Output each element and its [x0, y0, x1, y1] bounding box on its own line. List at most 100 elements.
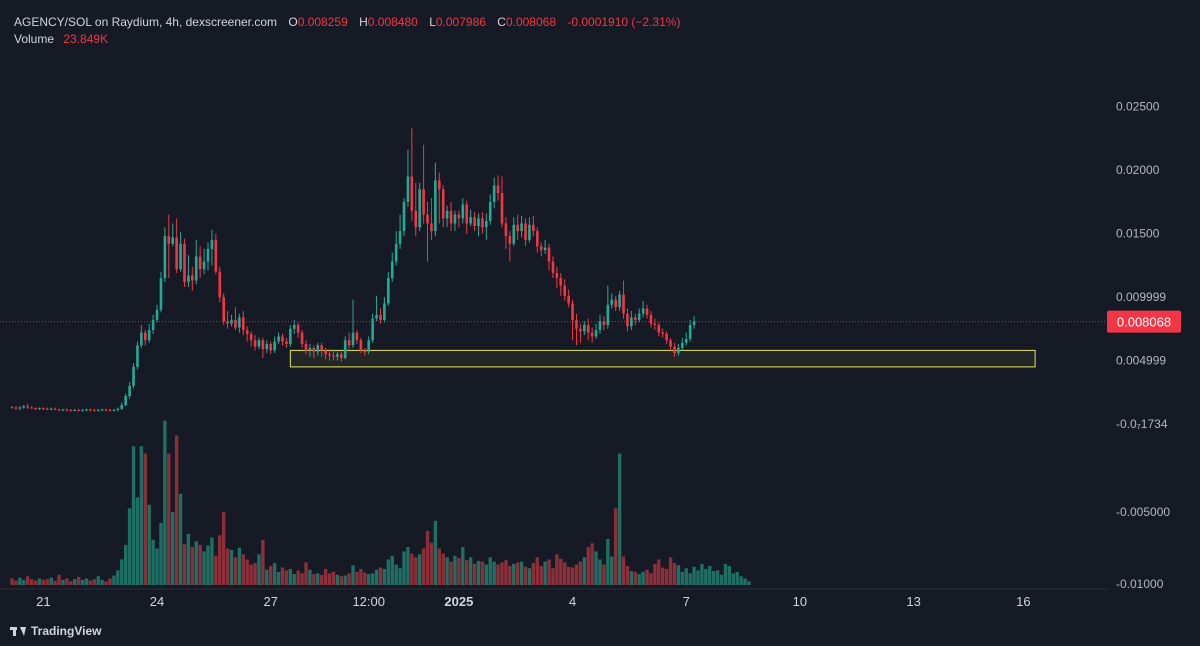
- volume-bar: [45, 579, 49, 585]
- candle-body: [657, 325, 661, 333]
- volume-bar: [331, 571, 336, 585]
- last-price-badge: [1107, 310, 1181, 333]
- volume-value: 23.849K: [63, 32, 109, 46]
- volume-bar: [186, 533, 191, 585]
- volume-bar: [135, 497, 140, 585]
- candle-body: [598, 321, 602, 331]
- candle-body: [626, 313, 629, 327]
- candle-body: [610, 299, 614, 305]
- candle-body: [324, 350, 327, 355]
- candle-body: [14, 407, 18, 409]
- volume-bar: [88, 580, 93, 585]
- volume-bar: [672, 563, 677, 585]
- candle-body: [422, 189, 425, 215]
- candle-body: [543, 247, 547, 251]
- candle-body: [586, 325, 590, 333]
- candle-body: [387, 278, 390, 304]
- candle-body: [273, 341, 276, 351]
- volume-bar: [218, 535, 222, 585]
- candle-body: [26, 406, 29, 408]
- volume-bar: [339, 576, 343, 585]
- logo-text: TradingView: [31, 624, 102, 638]
- volume-bar: [343, 575, 347, 585]
- volume-bar: [488, 557, 492, 585]
- tradingview-logo[interactable]: TradingView: [10, 624, 101, 638]
- candle-body: [633, 317, 637, 320]
- volume-bar: [272, 563, 277, 585]
- volume-bar: [312, 574, 316, 585]
- volume-bar: [512, 563, 516, 585]
- volume-bar: [304, 562, 308, 585]
- volume-bar: [167, 453, 171, 585]
- volume-bar: [465, 560, 469, 585]
- volume-bar: [155, 548, 159, 585]
- candle-body: [108, 410, 112, 412]
- candle-body: [414, 210, 418, 228]
- candle-body: [132, 366, 135, 386]
- candle-body: [289, 328, 292, 345]
- volume-bar: [76, 576, 81, 585]
- last-price-line: 0.008068: [0, 310, 1181, 333]
- candle-body: [179, 243, 182, 270]
- volume-bar: [347, 573, 351, 585]
- candle-body: [661, 332, 665, 334]
- high-label: H: [359, 15, 368, 29]
- volume-bar: [284, 570, 289, 585]
- candles: [10, 128, 696, 412]
- candle-body: [206, 248, 210, 262]
- candle-body: [492, 185, 496, 202]
- candle-body: [579, 328, 582, 332]
- candle-body: [336, 354, 339, 357]
- volume-bar: [370, 573, 375, 585]
- candle-body: [532, 224, 535, 232]
- candle-body: [445, 210, 449, 219]
- open-value: 0.008259: [297, 15, 348, 29]
- volume-bar: [61, 579, 65, 585]
- candle-body: [73, 410, 77, 412]
- volume-bar: [500, 562, 504, 585]
- volume-bar: [637, 574, 641, 585]
- candle-body: [665, 333, 668, 341]
- candle-body: [124, 396, 127, 405]
- volume-bar: [131, 446, 136, 585]
- volume-bar: [210, 537, 214, 585]
- candle-body: [89, 409, 92, 411]
- volume-bar: [492, 561, 496, 585]
- volume-bar: [123, 544, 128, 585]
- volume-bar: [14, 580, 18, 585]
- candle-body: [488, 201, 492, 221]
- candle-body: [292, 325, 296, 329]
- time-tick-label: 24: [150, 594, 164, 609]
- volume-bar: [441, 553, 445, 585]
- candle-body: [116, 408, 120, 411]
- low-label: L: [429, 15, 436, 29]
- time-tick-label: 7: [683, 594, 690, 609]
- volume-bar: [668, 557, 673, 585]
- price-tick-label: 0.01500: [1116, 227, 1160, 241]
- volume-bar: [692, 566, 696, 585]
- candle-body: [355, 332, 359, 341]
- candle-body: [524, 223, 527, 240]
- volume-bar: [225, 548, 230, 585]
- volume-bar: [25, 576, 30, 585]
- volume-bar: [719, 574, 724, 585]
- volume-bar: [433, 520, 438, 585]
- candle-body: [285, 341, 288, 345]
- volume-bar: [112, 575, 116, 585]
- price-tick-label: 0.009999: [1116, 290, 1166, 304]
- volume-bar: [613, 508, 618, 585]
- price-tick-label: 0.02000: [1116, 163, 1160, 177]
- candle-body: [140, 332, 143, 346]
- volume-bar: [523, 566, 528, 585]
- candle-body: [183, 243, 186, 282]
- volume-bar: [633, 571, 637, 585]
- candle-body: [34, 408, 37, 410]
- volume-bar: [704, 568, 708, 585]
- candle-body: [218, 271, 222, 298]
- price-tick-label: -0.0₇1734: [1116, 417, 1168, 431]
- volume-bar: [484, 564, 489, 585]
- volume-bar: [625, 566, 630, 585]
- candle-body: [343, 340, 347, 359]
- candle-body: [649, 314, 653, 324]
